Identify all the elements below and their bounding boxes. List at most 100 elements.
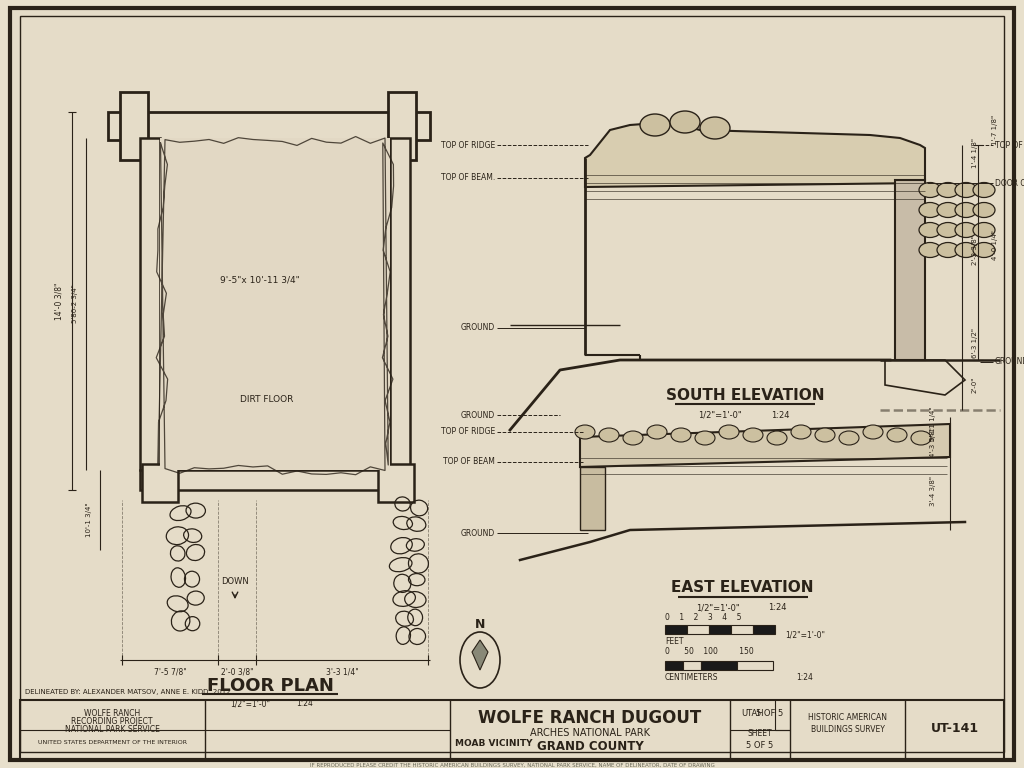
Bar bbox=[687, 625, 709, 634]
Ellipse shape bbox=[599, 428, 618, 442]
Text: DOWN: DOWN bbox=[221, 578, 249, 587]
Bar bbox=[142, 464, 178, 502]
Ellipse shape bbox=[937, 223, 959, 237]
Text: 9'-5"x 10'-11 3/4": 9'-5"x 10'-11 3/4" bbox=[220, 276, 300, 284]
Ellipse shape bbox=[955, 223, 977, 237]
Text: 10'-1 3/4": 10'-1 3/4" bbox=[86, 503, 92, 538]
Text: 1:24: 1:24 bbox=[768, 604, 786, 613]
Text: 1/2"=1'-0": 1/2"=1'-0" bbox=[698, 411, 741, 419]
Text: TOP OF RIDGE: TOP OF RIDGE bbox=[440, 141, 495, 150]
Text: 3'-4 3/8": 3'-4 3/8" bbox=[930, 476, 936, 506]
Ellipse shape bbox=[647, 425, 667, 439]
Ellipse shape bbox=[919, 183, 941, 197]
Text: 2'-0": 2'-0" bbox=[972, 377, 978, 393]
Polygon shape bbox=[585, 122, 925, 187]
Text: GROUND: GROUND bbox=[461, 528, 495, 538]
Text: TOP OF RIDGE: TOP OF RIDGE bbox=[440, 428, 495, 436]
Text: 0    1    2    3    4    5: 0 1 2 3 4 5 bbox=[665, 613, 741, 621]
Text: 0'-11 1/4": 0'-11 1/4" bbox=[930, 407, 936, 442]
Ellipse shape bbox=[839, 431, 859, 445]
Text: 5'80-2 3/4": 5'80-2 3/4" bbox=[72, 285, 78, 323]
Bar bbox=[701, 661, 737, 670]
Text: 4'-3 5/8": 4'-3 5/8" bbox=[930, 427, 936, 457]
Ellipse shape bbox=[937, 243, 959, 257]
Text: 1:24: 1:24 bbox=[771, 411, 790, 419]
Text: TOP OF BEAM: TOP OF BEAM bbox=[443, 458, 495, 466]
Text: GRAND COUNTY: GRAND COUNTY bbox=[537, 740, 643, 753]
Ellipse shape bbox=[955, 243, 977, 257]
Bar bbox=[140, 470, 410, 490]
Ellipse shape bbox=[973, 183, 995, 197]
Bar bbox=[388, 92, 416, 160]
Ellipse shape bbox=[937, 203, 959, 217]
Text: 2'-0 3/8": 2'-0 3/8" bbox=[221, 667, 253, 677]
Text: 3'-3 1/4": 3'-3 1/4" bbox=[326, 667, 358, 677]
Text: TOP OF BEAM.: TOP OF BEAM. bbox=[440, 174, 495, 183]
Ellipse shape bbox=[973, 243, 995, 257]
Text: FEET: FEET bbox=[665, 637, 683, 645]
Text: RECORDING PROJECT: RECORDING PROJECT bbox=[72, 717, 153, 727]
Text: UTAH: UTAH bbox=[741, 710, 764, 719]
Text: TOP OF RIDGE: TOP OF RIDGE bbox=[995, 141, 1024, 150]
Text: HISTORIC AMERICAN: HISTORIC AMERICAN bbox=[808, 713, 887, 723]
Bar bbox=[709, 625, 731, 634]
Text: DOOR OPENING: DOOR OPENING bbox=[995, 178, 1024, 187]
Text: GROUND: GROUND bbox=[461, 411, 495, 419]
Text: 5 OF 5: 5 OF 5 bbox=[757, 710, 783, 719]
Ellipse shape bbox=[700, 117, 730, 139]
Bar bbox=[665, 661, 683, 670]
Bar bbox=[20, 700, 1004, 760]
Polygon shape bbox=[472, 640, 488, 670]
Text: GROUND: GROUND bbox=[461, 323, 495, 333]
Bar bbox=[160, 138, 390, 470]
Text: IF REPRODUCED PLEASE CREDIT THE HISTORIC AMERICAN BUILDINGS SURVEY, NATIONAL PAR: IF REPRODUCED PLEASE CREDIT THE HISTORIC… bbox=[309, 763, 715, 767]
Ellipse shape bbox=[955, 203, 977, 217]
Text: UNITED STATES DEPARTMENT OF THE INTERIOR: UNITED STATES DEPARTMENT OF THE INTERIOR bbox=[38, 740, 186, 744]
Text: 5 OF 5: 5 OF 5 bbox=[746, 741, 773, 750]
Text: DELINEATED BY: ALEXANDER MATSOV, ANNE E. KIDD, 2012: DELINEATED BY: ALEXANDER MATSOV, ANNE E.… bbox=[25, 689, 230, 695]
Text: NATIONAL PARK SERVICE: NATIONAL PARK SERVICE bbox=[65, 726, 160, 734]
Bar bbox=[120, 92, 148, 160]
Text: 7'-5 7/8": 7'-5 7/8" bbox=[154, 667, 186, 677]
Bar bbox=[580, 467, 605, 530]
Ellipse shape bbox=[640, 114, 670, 136]
Ellipse shape bbox=[973, 223, 995, 237]
Text: DIRT FLOOR: DIRT FLOOR bbox=[240, 396, 293, 405]
Text: BUILDINGS SURVEY: BUILDINGS SURVEY bbox=[811, 726, 885, 734]
Bar bbox=[378, 464, 414, 502]
Text: 1/2"=1'-0": 1/2"=1'-0" bbox=[785, 631, 825, 640]
Text: 6'-3 1/2": 6'-3 1/2" bbox=[972, 327, 978, 357]
Bar bbox=[665, 625, 687, 634]
Ellipse shape bbox=[815, 428, 835, 442]
Bar bbox=[737, 661, 773, 670]
Ellipse shape bbox=[919, 223, 941, 237]
Ellipse shape bbox=[919, 203, 941, 217]
Ellipse shape bbox=[937, 183, 959, 197]
Text: CENTIMETERS: CENTIMETERS bbox=[665, 673, 719, 681]
Text: GROUND: GROUND bbox=[995, 357, 1024, 366]
Text: FLOOR PLAN: FLOOR PLAN bbox=[207, 677, 334, 695]
Ellipse shape bbox=[695, 431, 715, 445]
Text: 14'-0 3/8": 14'-0 3/8" bbox=[55, 283, 63, 319]
Text: 1/2"=1'-0": 1/2"=1'-0" bbox=[230, 700, 270, 709]
Bar bbox=[390, 138, 410, 470]
Text: 1:24: 1:24 bbox=[797, 673, 813, 681]
Text: WOLFE RANCH: WOLFE RANCH bbox=[84, 710, 140, 719]
Ellipse shape bbox=[863, 425, 883, 439]
Text: 2'-2 3/8": 2'-2 3/8" bbox=[972, 235, 978, 265]
Bar bbox=[753, 625, 775, 634]
Text: 4'-0 1/4": 4'-0 1/4" bbox=[992, 230, 998, 260]
Bar bbox=[895, 180, 925, 360]
Text: ARCHES NATIONAL PARK: ARCHES NATIONAL PARK bbox=[530, 728, 650, 738]
Bar bbox=[683, 661, 701, 670]
Ellipse shape bbox=[743, 428, 763, 442]
Ellipse shape bbox=[919, 243, 941, 257]
Bar bbox=[731, 625, 753, 634]
Ellipse shape bbox=[791, 425, 811, 439]
Text: SOUTH ELEVATION: SOUTH ELEVATION bbox=[666, 388, 824, 402]
Text: N: N bbox=[475, 617, 485, 631]
Polygon shape bbox=[580, 424, 950, 467]
Ellipse shape bbox=[575, 425, 595, 439]
Text: WOLFE RANCH DUGOUT: WOLFE RANCH DUGOUT bbox=[478, 709, 701, 727]
Text: EAST ELEVATION: EAST ELEVATION bbox=[672, 581, 814, 595]
